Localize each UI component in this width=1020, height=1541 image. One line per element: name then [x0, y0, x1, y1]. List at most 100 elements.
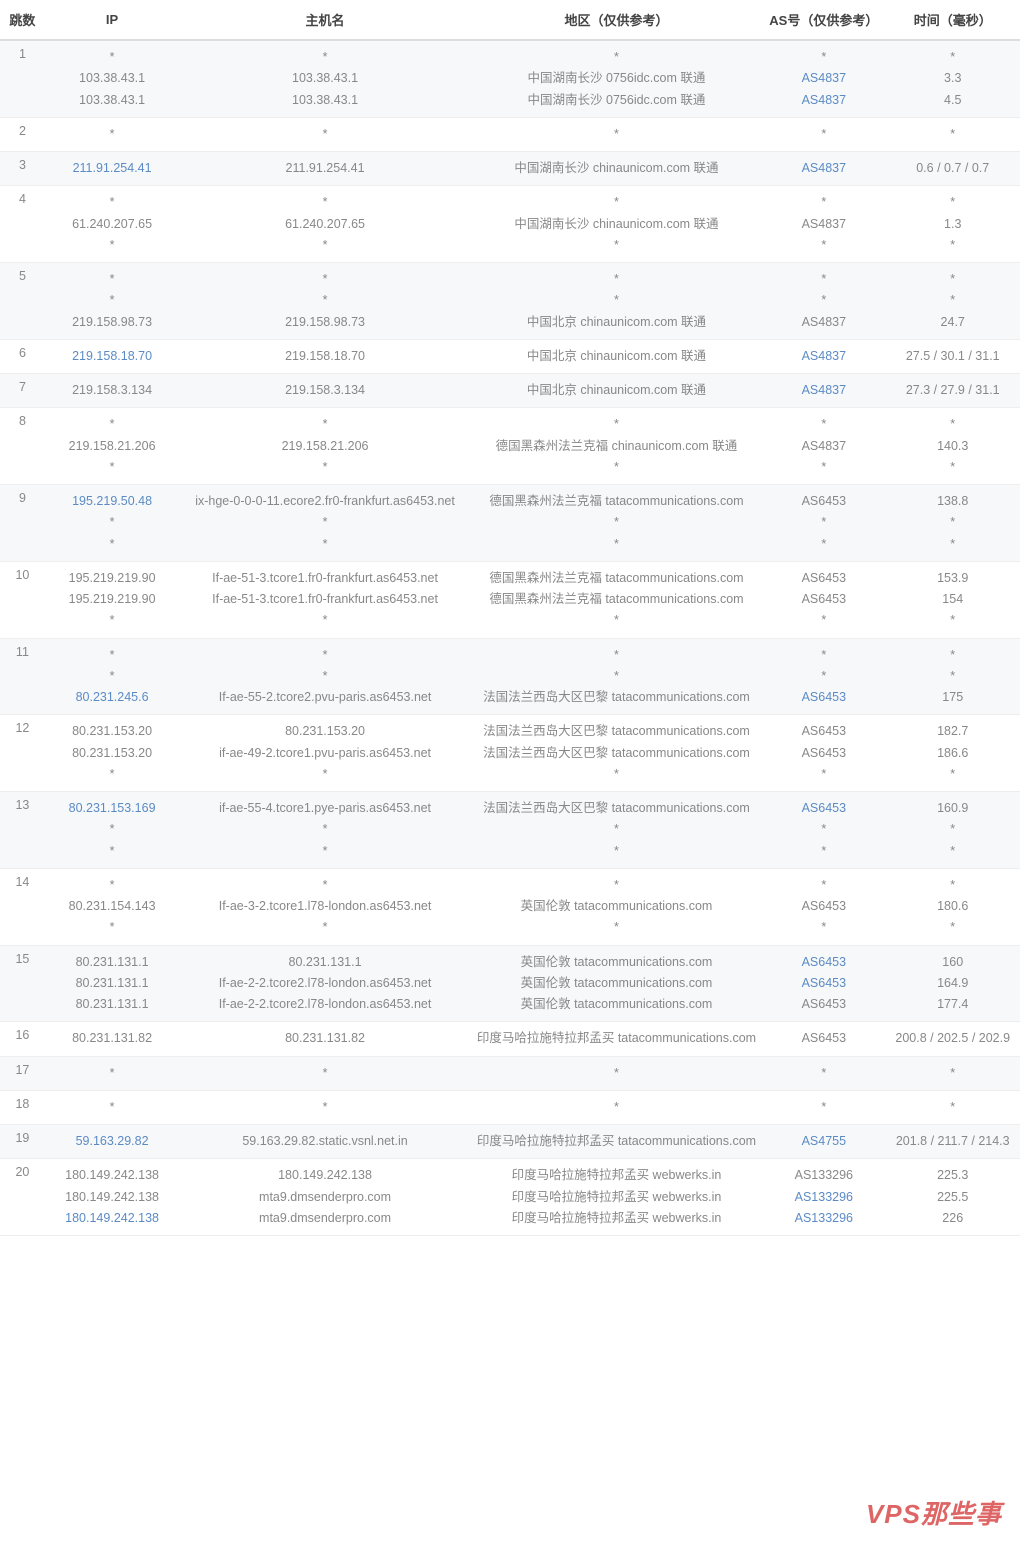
cell-line: 211.91.254.41 [185, 158, 464, 179]
cell-line: * [891, 610, 1014, 631]
cell-line: 186.6 [891, 743, 1014, 764]
cell-line: AS6453 [768, 568, 879, 589]
cell-line: 80.231.131.82 [51, 1028, 174, 1049]
cell-line: * [477, 610, 756, 631]
cell-time: *180.6* [885, 868, 1020, 945]
cell-host: 219.158.18.70 [179, 339, 470, 373]
cell-line: * [185, 414, 464, 435]
cell-line: 英国伦敦 tatacommunications.com [477, 973, 756, 994]
cell-line[interactable]: AS6453 [768, 798, 879, 819]
table-row: 20180.149.242.138180.149.242.138180.149.… [0, 1159, 1020, 1236]
cell-time: **24.7 [885, 263, 1020, 340]
cell-region: 中国北京 chinaunicom.com 联通 [471, 374, 762, 408]
cell-line: * [477, 235, 756, 256]
table-row: 4*61.240.207.65**61.240.207.65**中国湖南长沙 c… [0, 186, 1020, 263]
cell-line[interactable]: AS4755 [768, 1131, 879, 1152]
cell-line[interactable]: AS133296 [768, 1208, 879, 1229]
cell-line: * [185, 192, 464, 213]
cell-line: * [891, 841, 1014, 862]
cell-line[interactable]: 195.219.50.48 [51, 491, 174, 512]
cell-line: * [477, 512, 756, 533]
cell-as: AS133296AS133296AS133296 [762, 1159, 885, 1236]
cell-line: * [477, 841, 756, 862]
cell-line: 中国北京 chinaunicom.com 联通 [477, 380, 756, 401]
cell-line: * [51, 1063, 174, 1084]
cell-line[interactable]: AS6453 [768, 687, 879, 708]
cell-time: 160.9** [885, 792, 1020, 869]
cell-line: * [768, 47, 879, 68]
cell-line[interactable]: AS6453 [768, 952, 879, 973]
cell-region: *英国伦敦 tatacommunications.com* [471, 868, 762, 945]
cell-line: 80.231.131.1 [51, 973, 174, 994]
cell-line: * [768, 235, 879, 256]
cell-line: If-ae-3-2.tcore1.l78-london.as6453.net [185, 896, 464, 917]
table-row: 8*219.158.21.206**219.158.21.206**德国黑森州法… [0, 408, 1020, 485]
cell-ip: 219.158.18.70 [45, 339, 180, 373]
traceroute-table: 跳数IP主机名地区（仅供参考）AS号（仅供参考）时间（毫秒） 1*103.38.… [0, 0, 1020, 1236]
cell-line: * [51, 1097, 174, 1118]
cell-line: 160 [891, 952, 1014, 973]
cell-line[interactable]: 211.91.254.41 [51, 158, 174, 179]
cell-line: * [51, 235, 174, 256]
cell-line: 印度马哈拉施特拉邦孟买 webwerks.in [477, 1187, 756, 1208]
cell-line: * [768, 124, 879, 145]
cell-line[interactable]: 180.149.242.138 [51, 1208, 174, 1229]
cell-line: 225.3 [891, 1165, 1014, 1186]
table-header-row: 跳数IP主机名地区（仅供参考）AS号（仅供参考）时间（毫秒） [0, 0, 1020, 40]
cell-line: 219.158.21.206 [51, 436, 174, 457]
cell-line[interactable]: AS6453 [768, 973, 879, 994]
cell-line: If-ae-55-2.tcore2.pvu-paris.as6453.net [185, 687, 464, 708]
cell-region: 印度马哈拉施特拉邦孟买 webwerks.in印度马哈拉施特拉邦孟买 webwe… [471, 1159, 762, 1236]
cell-line: * [51, 124, 174, 145]
cell-line: 80.231.153.20 [51, 743, 174, 764]
cell-line: * [51, 290, 174, 311]
cell-line: 中国北京 chinaunicom.com 联通 [477, 346, 756, 367]
cell-line[interactable]: AS133296 [768, 1187, 879, 1208]
cell-line: * [768, 764, 879, 785]
cell-line[interactable]: AS4837 [768, 380, 879, 401]
cell-line[interactable]: AS4837 [768, 346, 879, 367]
cell-line: * [768, 875, 879, 896]
cell-line[interactable]: 59.163.29.82 [51, 1131, 174, 1152]
table-row: 7219.158.3.134219.158.3.134中国北京 chinauni… [0, 374, 1020, 408]
cell-line: 英国伦敦 tatacommunications.com [477, 952, 756, 973]
cell-line: 219.158.21.206 [185, 436, 464, 457]
table-row: 1380.231.153.169**if-ae-55-4.tcore1.pye-… [0, 792, 1020, 869]
cell-line: * [768, 290, 879, 311]
cell-line: * [51, 764, 174, 785]
cell-line: 德国黑森州法兰克福 tatacommunications.com [477, 491, 756, 512]
cell-line: 27.5 / 30.1 / 31.1 [891, 346, 1014, 367]
cell-line: 103.38.43.1 [185, 90, 464, 111]
cell-time: 182.7186.6* [885, 715, 1020, 792]
cell-line[interactable]: AS4837 [768, 158, 879, 179]
cell-line: 59.163.29.82.static.vsnl.net.in [185, 1131, 464, 1152]
cell-line: If-ae-2-2.tcore2.l78-london.as6453.net [185, 973, 464, 994]
cell-line: 80.231.153.20 [185, 721, 464, 742]
cell-line[interactable]: 80.231.153.169 [51, 798, 174, 819]
cell-line[interactable]: AS4837 [768, 68, 879, 89]
cell-line: * [891, 124, 1014, 145]
cell-line: * [891, 534, 1014, 555]
table-row: 1680.231.131.8280.231.131.82印度马哈拉施特拉邦孟买 … [0, 1022, 1020, 1056]
cell-line[interactable]: 219.158.18.70 [51, 346, 174, 367]
cell-line: * [891, 875, 1014, 896]
cell-line: 24.7 [891, 312, 1014, 333]
cell-line: 中国北京 chinaunicom.com 联通 [477, 312, 756, 333]
cell-host: * [179, 1056, 470, 1090]
cell-host: if-ae-55-4.tcore1.pye-paris.as6453.net** [179, 792, 470, 869]
col-header-as: AS号（仅供参考） [762, 0, 885, 40]
cell-time: 0.6 / 0.7 / 0.7 [885, 152, 1020, 186]
cell-host: 59.163.29.82.static.vsnl.net.in [179, 1125, 470, 1159]
cell-ip: 180.149.242.138180.149.242.138180.149.24… [45, 1159, 180, 1236]
cell-hop: 19 [0, 1125, 45, 1159]
cell-line: * [477, 1097, 756, 1118]
col-header-region: 地区（仅供参考） [471, 0, 762, 40]
cell-line: * [768, 512, 879, 533]
cell-line[interactable]: AS4837 [768, 90, 879, 111]
cell-line: AS4837 [768, 214, 879, 235]
cell-line: 印度马哈拉施特拉邦孟买 webwerks.in [477, 1165, 756, 1186]
cell-line: * [891, 819, 1014, 840]
cell-time: 200.8 / 202.5 / 202.9 [885, 1022, 1020, 1056]
cell-line[interactable]: 80.231.245.6 [51, 687, 174, 708]
cell-line: AS6453 [768, 994, 879, 1015]
